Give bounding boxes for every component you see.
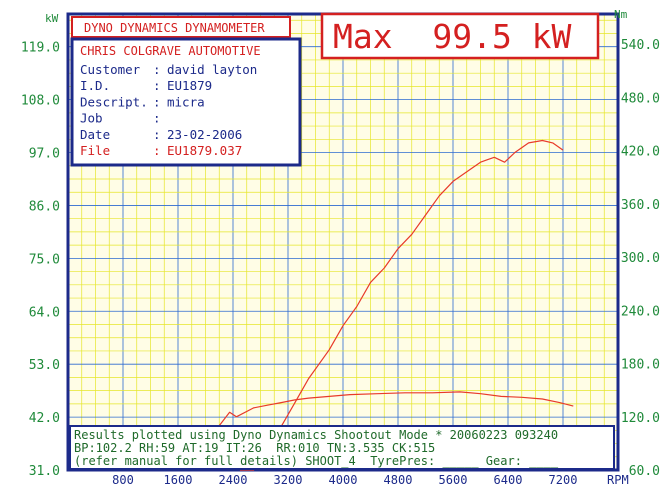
max-power-readout: Max 99.5 kW: [333, 17, 572, 56]
right-axis-unit: Nm: [614, 8, 628, 21]
y-left-tick-label: 75.0: [29, 252, 60, 267]
info-label: Customer: [80, 62, 141, 77]
info-value: EU1879.037: [167, 143, 242, 158]
info-label: I.D.: [80, 78, 110, 93]
info-label: Date: [80, 127, 110, 142]
results-line-2: BP:102.2 RH:59 AT:19 IT:26 RR:010 TN:3.5…: [74, 441, 435, 455]
x-tick-label: 7200: [549, 473, 578, 487]
y-left-tick-label: 42.0: [29, 411, 60, 426]
y-left-tick-label: 53.0: [29, 358, 60, 373]
title-box: [71, 16, 291, 38]
info-separator: :: [153, 143, 161, 158]
x-tick-label: 3200: [274, 473, 303, 487]
info-value: EU1879: [167, 78, 212, 93]
y-right-tick-label: 180.0: [621, 358, 660, 373]
x-tick-label: 5600: [439, 473, 468, 487]
customer-info-panel: [70, 37, 302, 167]
x-tick-label: 800: [112, 473, 134, 487]
max-power-box: [320, 12, 600, 60]
x-axis-unit: RPM: [607, 473, 629, 487]
y-right-tick-label: 420.0: [621, 145, 660, 160]
y-left-tick-label: 97.0: [29, 147, 60, 162]
x-tick-label: 4000: [329, 473, 358, 487]
info-separator: :: [153, 94, 161, 109]
results-footer-box: [69, 425, 615, 470]
info-label: Descript.: [80, 94, 148, 109]
dyno-title: DYNO DYNAMICS DYNAMOMETER: [84, 21, 265, 35]
info-separator: :: [153, 62, 161, 77]
y-right-tick-label: 120.0: [621, 411, 660, 426]
x-tick-label: 4800: [384, 473, 413, 487]
info-label: Job: [80, 111, 103, 126]
y-right-tick-label: 300.0: [621, 251, 660, 266]
info-value: david layton: [167, 62, 257, 77]
y-right-tick-label: 480.0: [621, 91, 660, 106]
info-separator: :: [153, 78, 161, 93]
info-separator: :: [153, 111, 161, 126]
x-tick-label: 2400: [219, 473, 248, 487]
y-left-tick-label: 31.0: [29, 464, 60, 479]
info-value: micra: [167, 94, 205, 109]
y-right-tick-label: 360.0: [621, 198, 660, 213]
results-line-1: Results plotted using Dyno Dynamics Shoo…: [74, 428, 558, 442]
y-right-tick-label: 60.0: [629, 464, 660, 479]
torque-curve: [204, 391, 574, 453]
y-right-tick-label: 540.0: [621, 38, 660, 53]
info-separator: :: [153, 127, 161, 142]
y-left-tick-label: 86.0: [29, 199, 60, 214]
y-left-tick-label: 64.0: [29, 305, 60, 320]
x-tick-label: 1600: [164, 473, 193, 487]
left-axis-unit: kW: [45, 12, 59, 25]
info-label: File: [80, 143, 110, 158]
info-value: 23-02-2006: [167, 127, 242, 142]
x-tick-label: 6400: [494, 473, 523, 487]
shop-name: CHRIS COLGRAVE AUTOMOTIVE: [80, 44, 261, 58]
y-left-tick-label: 108.0: [21, 94, 60, 109]
y-right-tick-label: 240.0: [621, 304, 660, 319]
power-curve: [239, 139, 564, 471]
results-line-3: (refer manual for full details) SHOOT_4 …: [74, 454, 559, 468]
y-left-tick-label: 119.0: [21, 41, 60, 56]
